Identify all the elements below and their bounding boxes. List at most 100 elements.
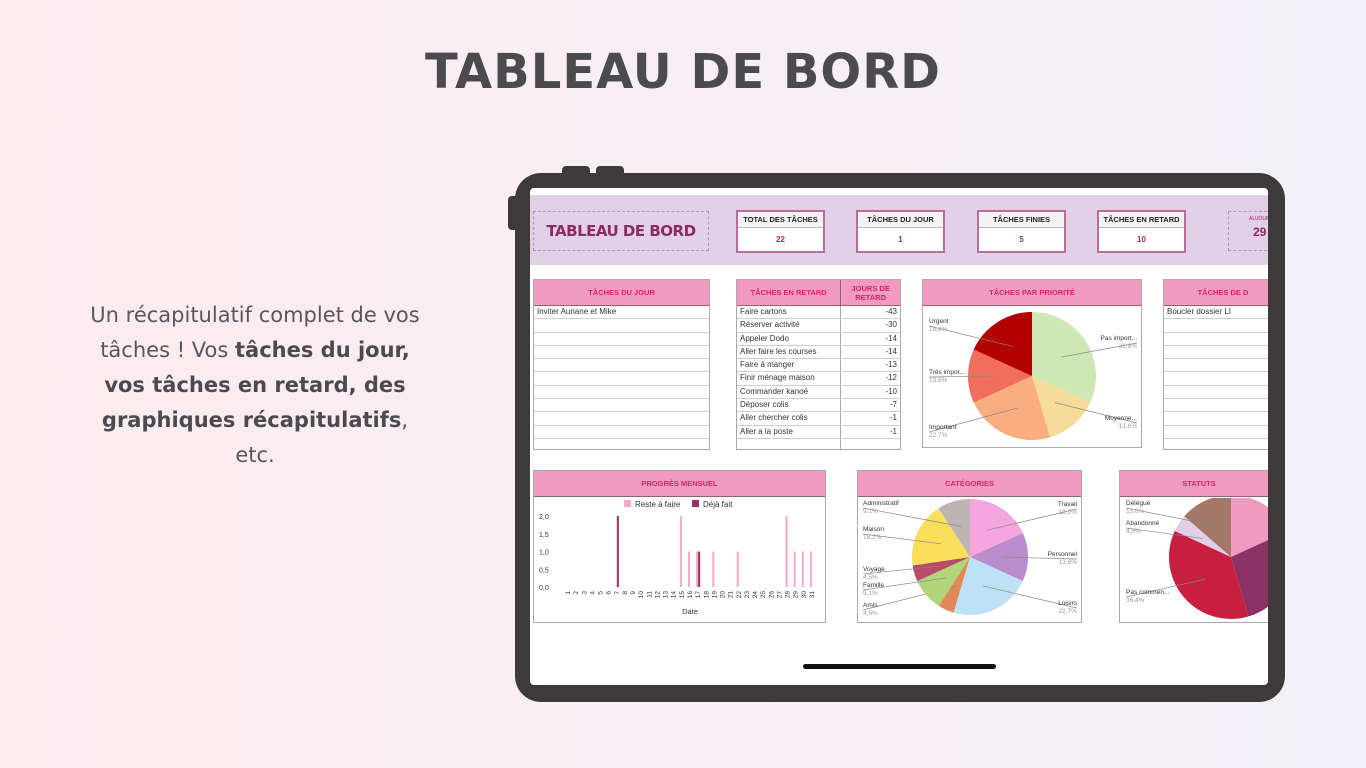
table-row[interactable]: Inviter Auriane et Mike	[534, 306, 709, 320]
monthly-progress-panel: PROGRÈS MENSUEL Reste à faire Déjà fait 0,…	[533, 470, 826, 623]
table-row[interactable]	[1164, 319, 1268, 333]
table-row[interactable]	[1164, 346, 1268, 360]
pie-slice[interactable]	[1231, 531, 1268, 617]
task-name: Commander kanoé	[740, 386, 809, 396]
table-row[interactable]	[534, 439, 709, 449]
table-row[interactable]	[534, 426, 709, 439]
table-row[interactable]	[1164, 439, 1268, 449]
bar[interactable]	[712, 551, 715, 588]
x-axis-label: Date	[682, 607, 698, 616]
x-tick-label: 3	[581, 591, 588, 595]
pie-slice[interactable]	[1032, 376, 1091, 438]
table-row[interactable]	[1164, 372, 1268, 386]
task-name: Déposer colis	[740, 400, 789, 410]
table-row[interactable]: Faire cartons -43	[737, 306, 900, 320]
slice-name: Important	[929, 424, 957, 431]
table-row[interactable]	[1164, 412, 1268, 426]
slice-name: Amis	[863, 602, 878, 609]
pie-slice[interactable]	[953, 557, 1023, 615]
table-row[interactable]	[534, 333, 709, 346]
table-row[interactable]: Appeler Dodo -14	[737, 332, 900, 346]
slice-percent: 18,2%	[929, 326, 948, 333]
table-row[interactable]	[737, 438, 900, 449]
slice-name: Administratif	[863, 500, 899, 507]
x-tick-label: 1	[565, 591, 572, 595]
table-row[interactable]	[534, 319, 709, 333]
table-row[interactable]	[534, 346, 709, 360]
pie-slice[interactable]	[917, 557, 970, 606]
pie-slice[interactable]	[912, 557, 970, 582]
x-tick-label: 31	[809, 591, 816, 599]
table-row[interactable]: Aller chercher colis -1	[737, 412, 900, 426]
table-row[interactable]	[1164, 333, 1268, 346]
table-row[interactable]: Déposer colis -7	[737, 399, 900, 413]
bar[interactable]	[785, 516, 788, 587]
table-row[interactable]: Commander kanoé -10	[737, 385, 900, 400]
bar[interactable]	[679, 516, 682, 587]
bar[interactable]	[809, 551, 812, 588]
days-late: -30	[840, 319, 900, 332]
tablet-top-button	[562, 166, 590, 175]
table-row[interactable]	[534, 386, 709, 400]
x-tick-label: 13	[663, 591, 670, 599]
days-late: -1	[840, 412, 900, 425]
bar[interactable]	[688, 551, 690, 588]
table-row[interactable]	[534, 412, 709, 426]
bar[interactable]	[736, 551, 739, 588]
slice-name: Loisirs	[1058, 600, 1077, 607]
task-name: Boucler dossier LI	[1167, 307, 1232, 316]
table-row[interactable]	[1164, 399, 1268, 413]
slice-name: Très impor...	[929, 369, 965, 376]
slice-label: Très impor... 13,6%	[929, 369, 965, 385]
pie-slice[interactable]	[973, 376, 1051, 440]
pie-slice[interactable]	[1032, 312, 1096, 403]
categories-title: CATÉGORIES	[858, 471, 1081, 497]
bar[interactable]	[801, 551, 804, 588]
table-row[interactable]	[1164, 359, 1268, 373]
leader-line	[1125, 507, 1217, 527]
table-row[interactable]: Aller a la poste -1	[737, 425, 900, 439]
pie-slice[interactable]	[1169, 530, 1249, 619]
bar[interactable]	[616, 516, 619, 587]
table-row[interactable]: Réserver activité -30	[737, 319, 900, 333]
table-row[interactable]	[534, 399, 709, 413]
x-tick-label: 20	[720, 591, 727, 599]
table-row[interactable]: Aller faire les courses -14	[737, 345, 900, 360]
pie-slice[interactable]	[938, 499, 970, 557]
x-tick-label: 10	[638, 591, 645, 599]
table-row[interactable]	[534, 359, 709, 373]
priority-chart-panel: TÂCHES PAR PRIORITÉ Pas import... 31,8% Mo…	[922, 279, 1142, 448]
pie-slice[interactable]	[912, 508, 970, 566]
pie-slice[interactable]	[968, 349, 1032, 403]
days-late: -13	[840, 359, 900, 372]
pie-slice[interactable]	[970, 533, 1028, 582]
slice-percent: 36,4%	[1126, 597, 1145, 604]
days-late-header: JOURS DE RETARD	[840, 280, 900, 306]
today-box: AUJOURD' 29	[1228, 211, 1268, 251]
x-tick-label: 19	[711, 591, 718, 599]
table-row[interactable]: Faire à manger -13	[737, 359, 900, 373]
table-row[interactable]	[534, 372, 709, 386]
bar[interactable]	[793, 551, 796, 588]
bar[interactable]	[696, 551, 699, 588]
task-name: Finir ménage maison	[740, 373, 815, 383]
pie-slice[interactable]	[1231, 495, 1268, 557]
pie-slice[interactable]	[1174, 516, 1231, 557]
leader-line	[928, 407, 1018, 433]
table-row[interactable]	[1164, 426, 1268, 439]
pie-chart	[862, 499, 1078, 615]
tasks-deadline-header: TÂCHES DE D	[1164, 280, 1268, 306]
home-indicator[interactable]	[803, 664, 996, 669]
table-row[interactable]: Finir ménage maison -12	[737, 372, 900, 386]
days-late: -7	[840, 399, 900, 412]
slice-percent: 9,1%	[863, 508, 878, 515]
pie-slice[interactable]	[938, 557, 970, 613]
x-tick-label: 5	[598, 591, 605, 595]
table-row[interactable]: Boucler dossier LI	[1164, 306, 1268, 320]
pie-slice[interactable]	[1184, 495, 1231, 557]
table-row[interactable]	[1164, 386, 1268, 400]
task-name: Aller a la poste	[740, 426, 793, 436]
page-title: TABLEAU DE BORD	[424, 44, 942, 100]
bar[interactable]	[698, 551, 701, 588]
slice-percent: 9,1%	[863, 590, 878, 597]
